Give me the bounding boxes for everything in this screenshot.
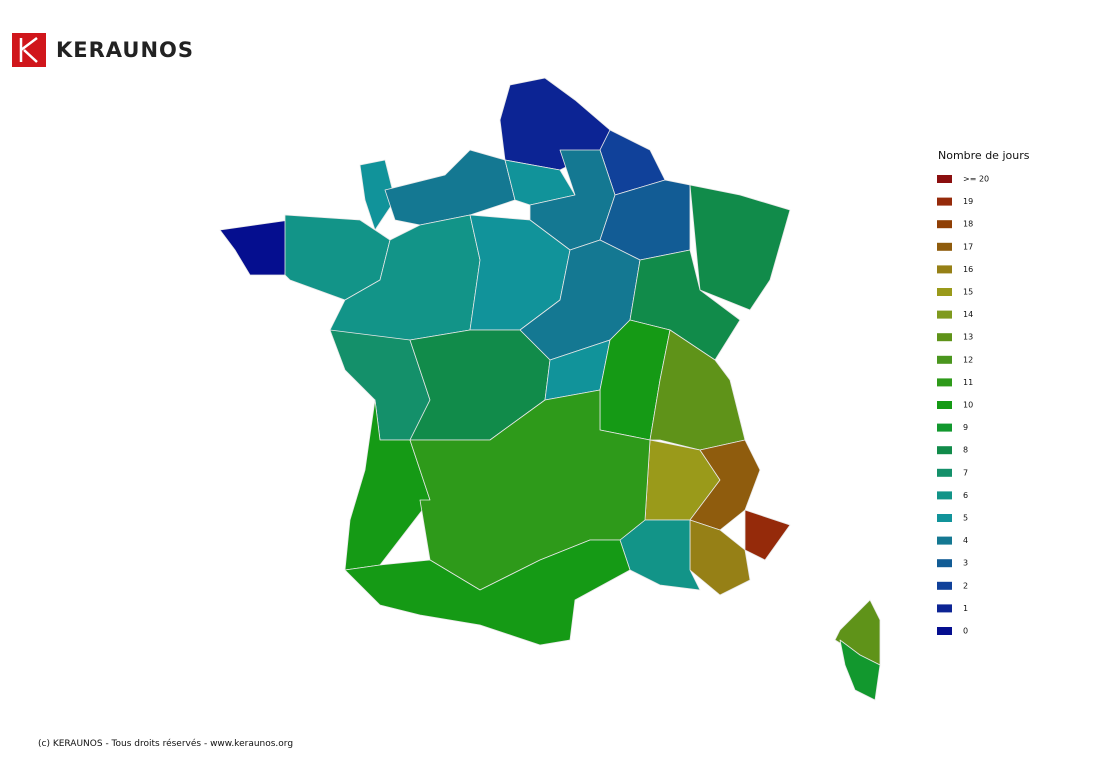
legend-swatch xyxy=(937,491,952,500)
department-zone xyxy=(744,509,791,561)
legend-label: >= 20 xyxy=(963,175,989,184)
legend-title: Nombre de jours xyxy=(938,149,1030,162)
legend-swatch xyxy=(937,446,952,455)
legend-swatch xyxy=(937,559,952,568)
legend-label: 1 xyxy=(963,604,968,613)
legend-swatch xyxy=(937,514,952,522)
logo-icon xyxy=(12,33,46,67)
legend-swatch xyxy=(937,220,952,229)
legend-swatch xyxy=(937,401,952,409)
legend-swatch xyxy=(937,197,952,206)
legend-swatch xyxy=(937,265,952,274)
department-zone xyxy=(359,159,396,231)
legend-swatch xyxy=(937,581,952,590)
legend-label: 12 xyxy=(963,355,973,364)
legend-swatch xyxy=(937,536,952,545)
legend-label: 16 xyxy=(963,265,973,274)
legend-swatch xyxy=(937,468,952,477)
legend-label: 8 xyxy=(963,446,968,455)
legend-swatch xyxy=(937,288,952,296)
legend-swatch xyxy=(937,310,952,319)
legend-label: 18 xyxy=(963,220,973,229)
legend-label: 19 xyxy=(963,197,973,206)
department-zone xyxy=(689,184,791,311)
legend-swatch xyxy=(937,175,952,183)
legend-swatch xyxy=(937,378,952,387)
legend-label: 0 xyxy=(963,627,968,636)
france-map xyxy=(219,77,881,701)
legend-label: 14 xyxy=(963,310,973,319)
department-zone xyxy=(344,539,631,646)
department-zone xyxy=(689,439,761,531)
legend-label: 13 xyxy=(963,333,973,342)
legend-label: 17 xyxy=(963,242,973,251)
legend-swatch xyxy=(937,355,952,364)
legend-label: 7 xyxy=(963,468,968,477)
legend-label: 15 xyxy=(963,288,973,297)
legend-swatch xyxy=(937,423,952,432)
department-zone xyxy=(689,519,751,596)
department-zone xyxy=(219,219,291,276)
legend-label: 6 xyxy=(963,491,968,500)
legend-label: 5 xyxy=(963,514,968,523)
department-zone xyxy=(839,639,881,701)
department-zone xyxy=(619,519,701,591)
legend-label: 9 xyxy=(963,423,968,432)
logo-text: KERAUNOS xyxy=(56,38,194,62)
legend-label: 3 xyxy=(963,559,968,568)
footer: (c) KERAUNOS - Tous droits réservés - ww… xyxy=(38,738,293,749)
legend-label: 4 xyxy=(963,536,968,545)
logo: KERAUNOS xyxy=(12,33,194,67)
legend-label: 11 xyxy=(963,378,973,387)
logo-glyph xyxy=(19,37,38,63)
department-zone xyxy=(384,149,516,226)
legend-label: 10 xyxy=(963,401,973,410)
legend-swatch xyxy=(937,242,952,251)
legend-swatch xyxy=(937,333,952,342)
legend-swatch xyxy=(937,627,952,635)
legend-label: 2 xyxy=(963,581,968,590)
legend-swatch xyxy=(937,604,952,613)
